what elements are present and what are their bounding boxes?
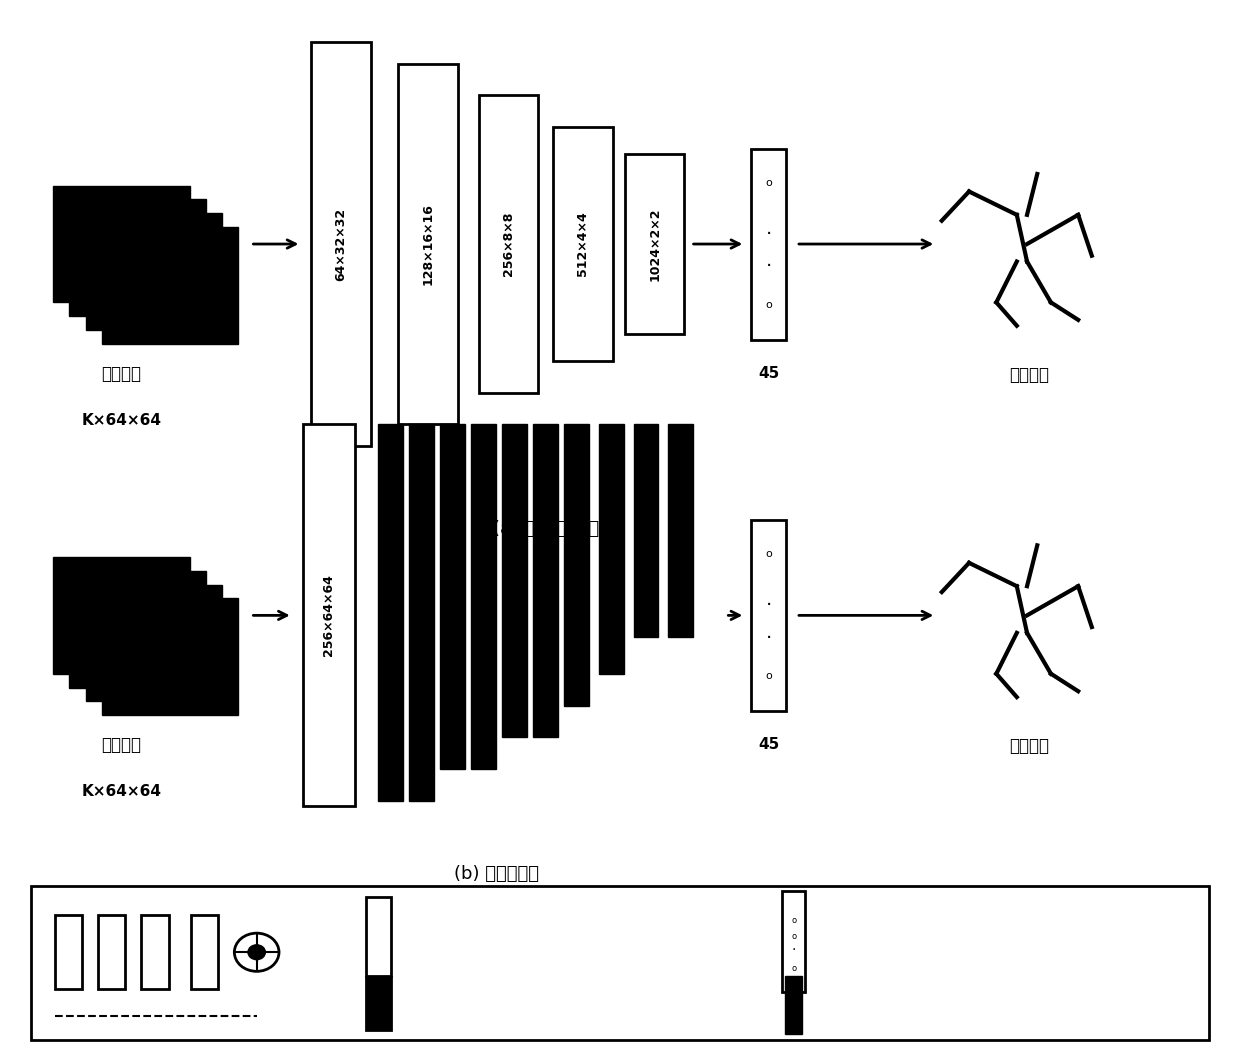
FancyBboxPatch shape	[634, 424, 658, 637]
FancyBboxPatch shape	[141, 915, 169, 989]
FancyBboxPatch shape	[31, 886, 1209, 1040]
Text: o: o	[765, 178, 773, 188]
Text: o: o	[765, 550, 773, 559]
Text: ·: ·	[765, 629, 773, 648]
FancyBboxPatch shape	[471, 424, 496, 769]
Text: o: o	[791, 916, 796, 925]
FancyBboxPatch shape	[479, 95, 538, 393]
Text: 1024×2×2: 1024×2×2	[649, 207, 661, 281]
Text: 全连接层: 全连接层	[821, 997, 857, 1013]
Text: 卷积层: 卷积层	[409, 928, 436, 944]
Text: 关节热图: 关节热图	[102, 736, 141, 754]
Text: 三维姿势: 三维姿势	[1009, 366, 1049, 384]
Text: 256×64×64: 256×64×64	[322, 574, 335, 657]
FancyBboxPatch shape	[366, 897, 391, 976]
FancyBboxPatch shape	[553, 127, 613, 361]
Text: 关节热图: 关节热图	[102, 365, 141, 383]
Text: 残差模块: 残差模块	[409, 995, 445, 1011]
FancyBboxPatch shape	[366, 976, 391, 1029]
FancyBboxPatch shape	[86, 213, 222, 330]
FancyBboxPatch shape	[440, 424, 465, 769]
FancyBboxPatch shape	[409, 424, 434, 801]
Text: 256×8×8: 256×8×8	[502, 212, 515, 276]
FancyBboxPatch shape	[625, 154, 684, 334]
FancyBboxPatch shape	[311, 42, 371, 446]
FancyBboxPatch shape	[98, 915, 125, 989]
Text: 128×16×16: 128×16×16	[422, 203, 434, 285]
FancyBboxPatch shape	[55, 915, 82, 989]
Text: 64×32×32: 64×32×32	[335, 208, 347, 280]
Text: o: o	[791, 932, 796, 941]
Text: K×64×64: K×64×64	[82, 784, 161, 799]
Text: ·: ·	[765, 596, 773, 615]
FancyBboxPatch shape	[398, 64, 458, 424]
FancyBboxPatch shape	[303, 424, 355, 806]
FancyBboxPatch shape	[785, 976, 802, 1034]
FancyBboxPatch shape	[782, 891, 805, 992]
Text: o: o	[765, 300, 773, 310]
Text: o: o	[765, 672, 773, 681]
Text: 最大池层: 最大池层	[823, 934, 859, 950]
FancyBboxPatch shape	[86, 585, 222, 701]
FancyBboxPatch shape	[69, 571, 206, 688]
FancyBboxPatch shape	[191, 915, 218, 989]
FancyBboxPatch shape	[102, 598, 238, 715]
Circle shape	[248, 944, 265, 959]
Text: ·: ·	[791, 943, 796, 957]
Text: (a) 简单编码器网络: (a) 简单编码器网络	[492, 520, 599, 538]
Text: 512×4×4: 512×4×4	[577, 211, 589, 277]
FancyBboxPatch shape	[69, 199, 206, 316]
Text: 45: 45	[758, 737, 780, 752]
FancyBboxPatch shape	[564, 424, 589, 706]
Text: 45: 45	[758, 366, 780, 381]
Text: K×64×64: K×64×64	[82, 413, 161, 428]
FancyBboxPatch shape	[53, 557, 190, 674]
FancyBboxPatch shape	[378, 424, 403, 801]
FancyBboxPatch shape	[668, 424, 693, 637]
FancyBboxPatch shape	[502, 424, 527, 737]
Text: (b) 半沙漏网络: (b) 半沙漏网络	[454, 865, 538, 883]
FancyBboxPatch shape	[751, 149, 786, 340]
FancyBboxPatch shape	[102, 227, 238, 344]
FancyBboxPatch shape	[751, 520, 786, 711]
Text: ·: ·	[765, 225, 773, 244]
FancyBboxPatch shape	[533, 424, 558, 737]
Text: 三维姿势: 三维姿势	[1009, 737, 1049, 755]
FancyBboxPatch shape	[53, 186, 190, 302]
FancyBboxPatch shape	[599, 424, 624, 674]
Text: ·: ·	[765, 258, 773, 277]
Text: o: o	[791, 963, 796, 973]
